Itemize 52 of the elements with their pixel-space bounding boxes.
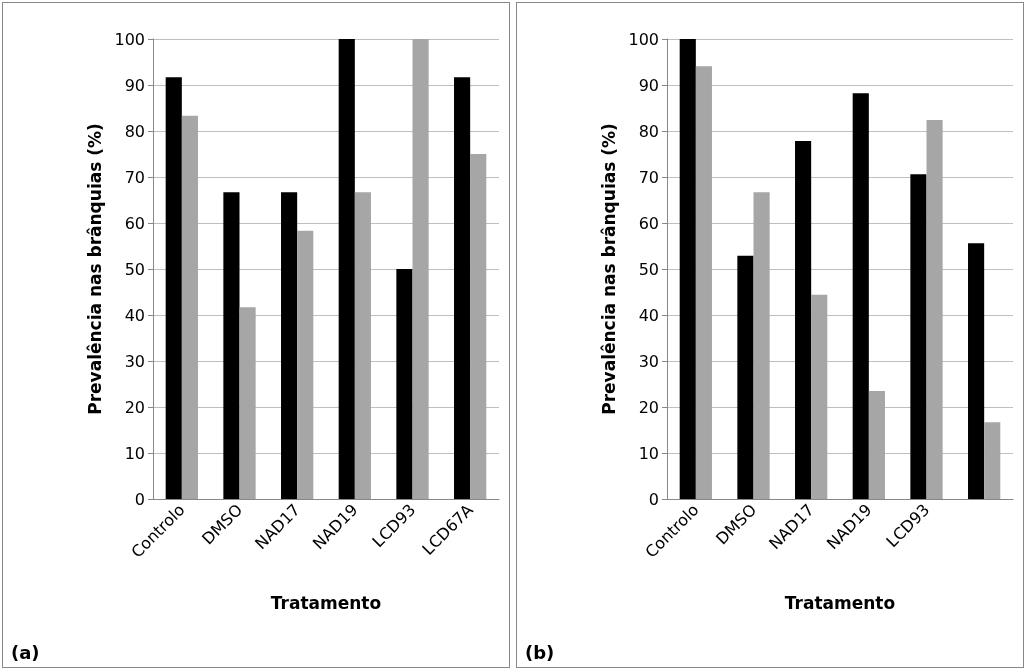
bar bbox=[181, 115, 198, 499]
bar bbox=[795, 141, 812, 499]
x-axis-title: Tratamento bbox=[270, 592, 382, 613]
y-tick-label: 10 bbox=[124, 443, 145, 463]
y-tick-label: 70 bbox=[638, 167, 659, 187]
bar bbox=[354, 192, 371, 499]
y-tick-label: 0 bbox=[134, 489, 145, 509]
y-tick-label: 100 bbox=[114, 29, 145, 49]
y-tick-label: 70 bbox=[124, 167, 145, 187]
y-tick-label: 30 bbox=[124, 351, 145, 371]
y-tick-label: 20 bbox=[638, 397, 659, 417]
bar bbox=[910, 174, 927, 499]
y-axis-title: Prevalência nas brânquias (%) bbox=[599, 123, 620, 415]
bar bbox=[753, 192, 770, 499]
bar bbox=[338, 39, 355, 499]
bar bbox=[968, 243, 985, 499]
y-tick-label: 0 bbox=[648, 489, 659, 509]
bar bbox=[852, 93, 869, 499]
x-axis-title: Tratamento bbox=[784, 592, 896, 613]
y-tick-label: 90 bbox=[124, 75, 145, 95]
bar bbox=[470, 154, 487, 499]
bar bbox=[695, 66, 712, 499]
y-tick-label: 60 bbox=[124, 213, 145, 233]
bar bbox=[454, 77, 471, 499]
bar bbox=[396, 269, 413, 499]
bar bbox=[412, 39, 429, 499]
bar bbox=[811, 294, 828, 499]
y-tick-label: 60 bbox=[638, 213, 659, 233]
bar bbox=[984, 422, 1001, 499]
y-tick-label: 40 bbox=[124, 305, 145, 325]
y-tick-label: 80 bbox=[638, 121, 659, 141]
bar bbox=[679, 39, 696, 499]
y-axis-title: Prevalência nas brânquias (%) bbox=[85, 123, 106, 415]
y-tick-label: 20 bbox=[124, 397, 145, 417]
text: (a) bbox=[11, 641, 40, 663]
bar bbox=[868, 390, 885, 499]
bar bbox=[281, 192, 298, 499]
y-tick-label: 30 bbox=[638, 351, 659, 371]
bar bbox=[297, 230, 314, 499]
bar bbox=[239, 307, 256, 499]
bar bbox=[926, 119, 943, 499]
y-tick-label: 50 bbox=[638, 259, 659, 279]
bar bbox=[165, 77, 182, 499]
y-tick-label: 40 bbox=[638, 305, 659, 325]
y-tick-label: 80 bbox=[124, 121, 145, 141]
y-tick-label: 100 bbox=[628, 29, 659, 49]
y-tick-label: 50 bbox=[124, 259, 145, 279]
y-tick-label: 10 bbox=[638, 443, 659, 463]
bar bbox=[223, 192, 240, 499]
bar bbox=[737, 255, 754, 499]
text: (b) bbox=[525, 641, 555, 663]
y-tick-label: 90 bbox=[638, 75, 659, 95]
